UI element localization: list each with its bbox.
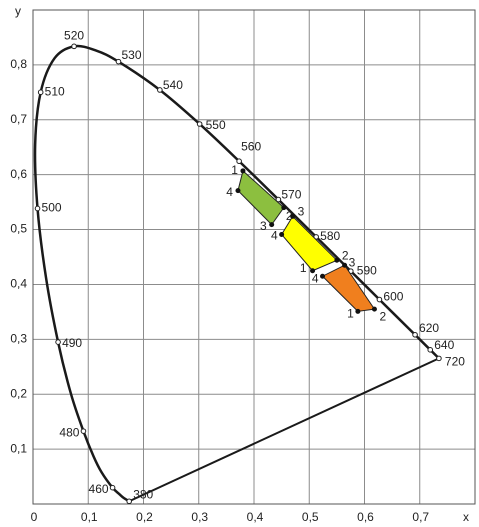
x-tick-label: 0,2: [136, 510, 153, 524]
x-tick-label: 0,5: [302, 510, 319, 524]
wavelength-label: 460: [89, 482, 109, 496]
y-tick-label: 0,2: [10, 386, 27, 400]
corner-label: 4: [271, 229, 278, 243]
region-corner: [371, 306, 377, 312]
wavelength-label: 580: [320, 229, 340, 243]
x-tick-label: 0,7: [412, 510, 429, 524]
y-tick-label: 0,6: [10, 167, 27, 181]
y-tick-label: 0,1: [10, 441, 27, 455]
wavelength-label: 560: [241, 139, 261, 153]
y-tick-label: 0,5: [10, 222, 27, 236]
wavelength-label: 530: [121, 48, 141, 62]
wavelength-label: 490: [62, 336, 82, 350]
wavelength-label: 550: [206, 118, 226, 132]
corner-label: 4: [312, 271, 319, 285]
locus-point: [436, 355, 442, 362]
region-corner: [290, 213, 296, 219]
locus-point: [55, 339, 61, 345]
x-tick-label: 0,4: [247, 510, 264, 524]
wavelength-label: 540: [163, 78, 183, 92]
locus-point: [236, 158, 242, 165]
wavelength-label: 640: [434, 338, 454, 352]
wavelength-label: 570: [281, 188, 301, 202]
locus-point: [80, 428, 87, 434]
y-tick-label: 0,4: [10, 277, 27, 291]
locus-point: [115, 58, 122, 65]
corner-label: 3: [298, 205, 305, 219]
wavelength-label: 500: [42, 201, 62, 215]
wavelength-label: 620: [419, 321, 439, 335]
y-tick-label: 0,8: [10, 57, 27, 71]
corner-label: 2: [286, 209, 293, 223]
wavelength-label: 480: [59, 425, 79, 439]
locus-point: [427, 347, 434, 353]
region-corner: [269, 222, 275, 228]
locus-point: [376, 296, 383, 303]
region-corner: [235, 188, 241, 194]
region-corner: [310, 268, 316, 274]
y-tick-label: 0,7: [10, 112, 27, 126]
locus-point: [126, 498, 132, 505]
region-corner: [279, 231, 285, 237]
corner-label: 2: [379, 309, 386, 323]
locus-point: [71, 43, 77, 50]
region-corner: [281, 205, 287, 211]
x-tick-label: 0,1: [81, 510, 98, 524]
y-tick-label: 0,3: [10, 332, 27, 346]
wavelength-label: 510: [45, 84, 65, 98]
region-corner: [342, 262, 348, 268]
plot-frame: [32, 9, 476, 505]
corner-label: 3: [260, 219, 267, 233]
wavelength-label: 720: [445, 355, 465, 369]
wavelength-label: 520: [64, 29, 84, 43]
spectral-locus: [33, 44, 440, 503]
corner-label: 1: [300, 261, 307, 275]
corner-label: 4: [226, 185, 233, 199]
wavelength-label: 380: [133, 487, 153, 501]
region-corner: [355, 308, 361, 314]
x-tick-label: 0: [31, 510, 38, 524]
locus-point: [37, 89, 44, 96]
locus-point: [109, 484, 116, 491]
corner-label: 1: [347, 307, 354, 321]
corner-label: 2: [342, 248, 349, 262]
locus-point: [34, 205, 41, 212]
region-corner: [320, 273, 326, 279]
x-axis-label: x: [463, 510, 469, 524]
corner-label: 3: [349, 255, 356, 269]
x-tick-label: 0,3: [191, 510, 208, 524]
locus-point: [412, 331, 418, 338]
x-tick-label: 0,6: [357, 510, 374, 524]
locus-point: [275, 196, 282, 203]
corner-label: 1: [231, 163, 238, 177]
y-axis-label: y: [15, 4, 21, 18]
wavelength-label: 590: [357, 263, 377, 277]
purple-line: [128, 357, 440, 503]
wavelength-label: 600: [383, 290, 403, 304]
region-corner: [240, 168, 246, 174]
region-corner: [334, 257, 340, 263]
locus-point: [157, 87, 163, 93]
locus-point: [196, 121, 203, 127]
